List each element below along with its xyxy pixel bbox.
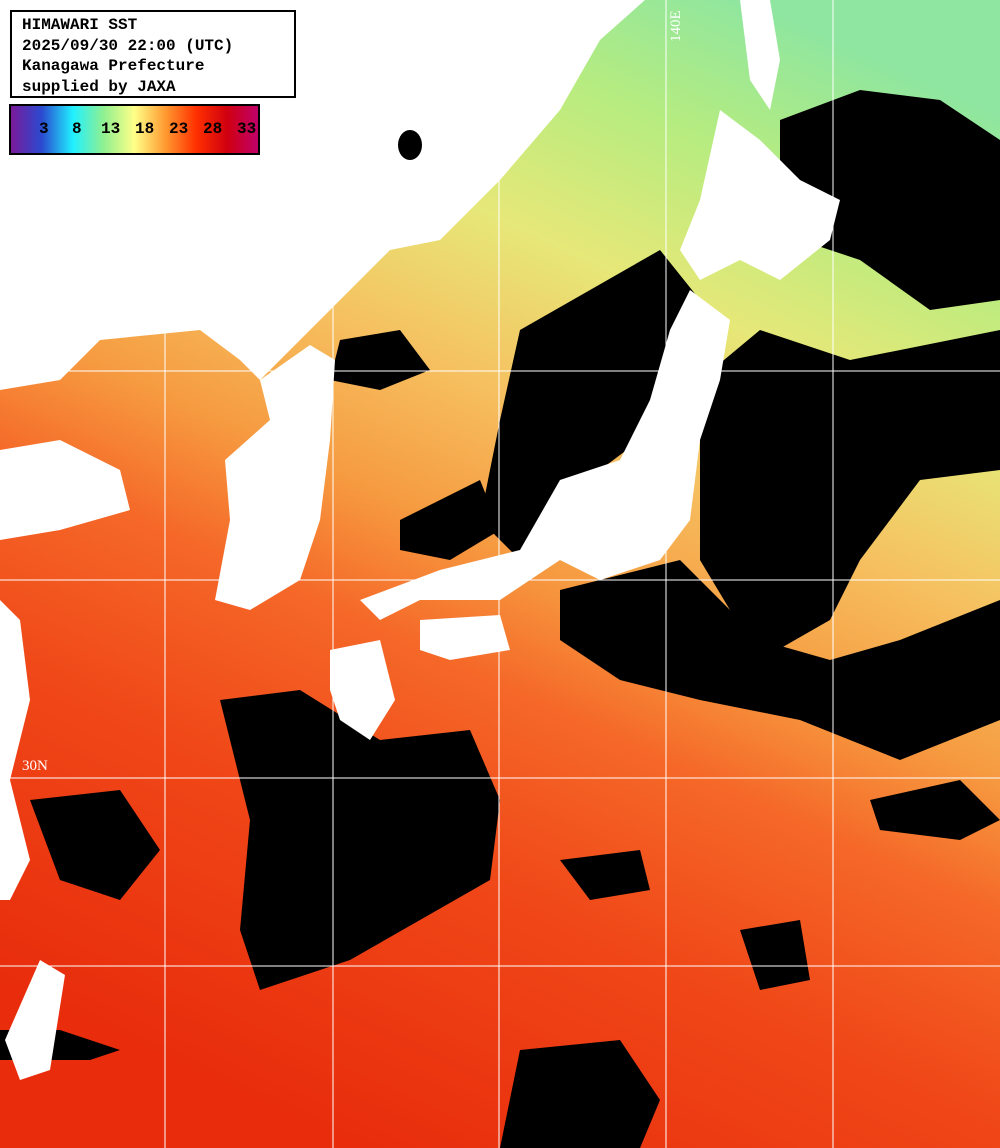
land-china-coast <box>0 600 30 900</box>
credit-label: supplied by JAXA <box>22 77 176 96</box>
timestamp: 2025/09/30 22:00 (UTC) <box>22 36 234 55</box>
region-label: Kanagawa Prefecture <box>22 57 205 75</box>
land-kyushu <box>330 640 395 740</box>
lon-label-140e: 140E <box>668 10 684 42</box>
lat-label-40n: 40N <box>10 352 36 368</box>
product-title: HIMAWARI SST <box>22 16 138 34</box>
land-shikoku <box>420 615 510 660</box>
land-shandong <box>0 440 130 540</box>
scale-label-3: 3 <box>39 120 49 138</box>
land-honshu <box>360 290 730 620</box>
land-hokkaido <box>680 110 840 280</box>
title-box: HIMAWARI SST 2025/09/30 22:00 (UTC) Kana… <box>10 10 296 98</box>
scale-label-18: 18 <box>135 120 155 138</box>
scale-label-33: 33 <box>237 120 257 138</box>
island-cloud <box>398 130 422 160</box>
scale-label-28: 28 <box>203 120 223 138</box>
scale-label-8: 8 <box>72 120 82 138</box>
land-korea <box>215 345 335 610</box>
cloud-mask <box>0 90 1000 1148</box>
color-scale-legend: 3 8 13 18 23 28 33 <box>9 104 260 155</box>
scale-label-23: 23 <box>169 120 189 138</box>
scale-label-13: 13 <box>101 120 121 138</box>
lat-label-30n: 30N <box>22 758 48 774</box>
land-sakhalin <box>740 0 780 110</box>
land-taiwan <box>5 960 65 1080</box>
